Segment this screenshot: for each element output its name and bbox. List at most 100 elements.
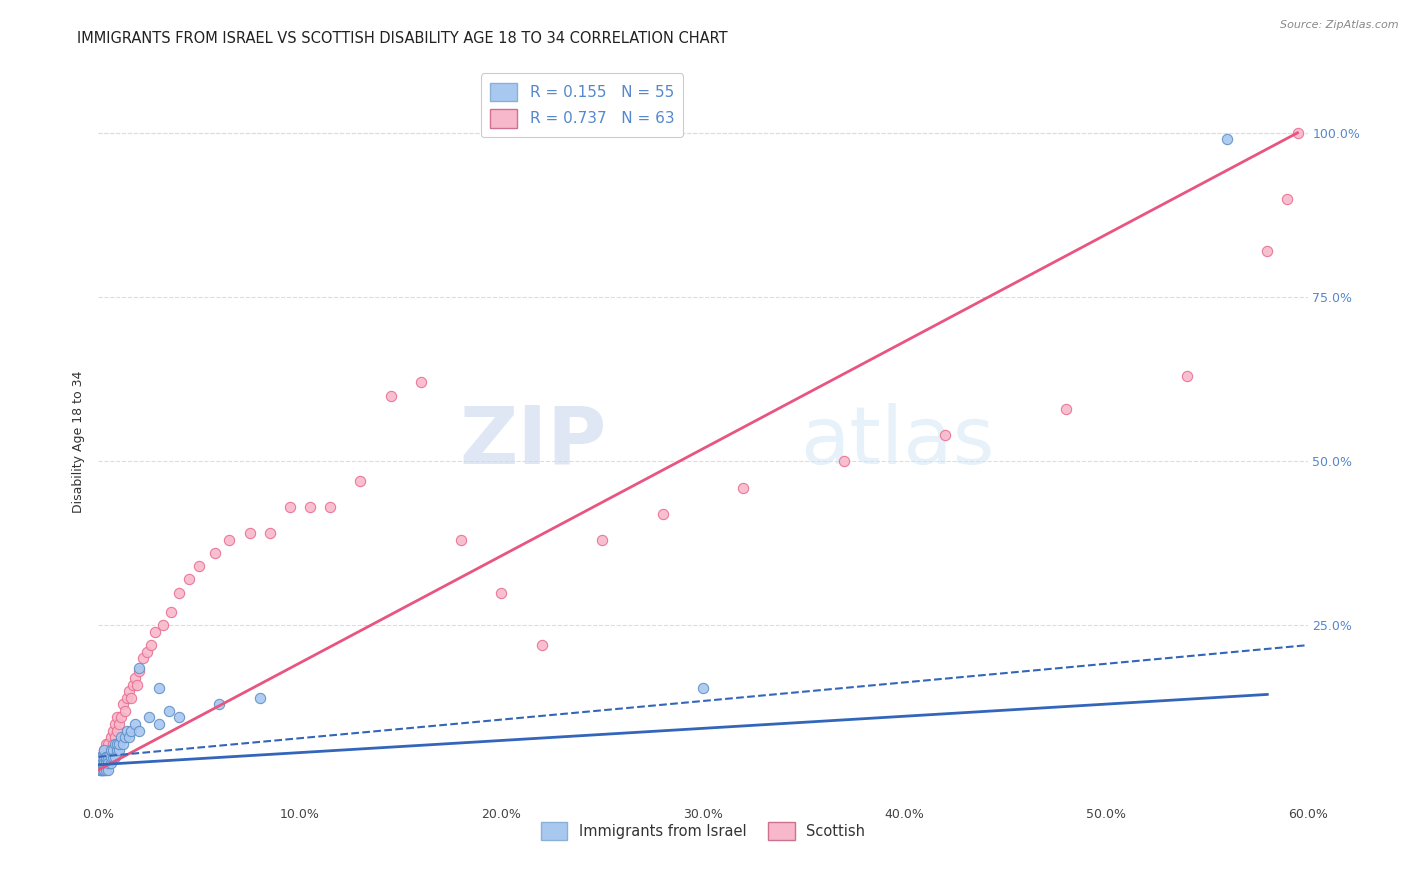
Point xyxy=(97,749,120,764)
Point xyxy=(380,388,402,402)
Point xyxy=(167,585,190,599)
Point xyxy=(101,749,124,764)
Point xyxy=(103,737,125,751)
Point xyxy=(179,573,201,587)
Point xyxy=(409,376,432,390)
Point xyxy=(114,730,136,744)
Point xyxy=(105,723,128,738)
Text: IMMIGRANTS FROM ISRAEL VS SCOTTISH DISABILITY AGE 18 TO 34 CORRELATION CHART: IMMIGRANTS FROM ISRAEL VS SCOTTISH DISAB… xyxy=(77,31,728,46)
Point xyxy=(105,743,128,757)
Point xyxy=(97,743,120,757)
Point xyxy=(1216,132,1239,146)
Point xyxy=(97,756,120,771)
Point xyxy=(89,756,111,771)
Point xyxy=(934,428,956,442)
Point xyxy=(132,651,155,665)
Point xyxy=(118,684,141,698)
Point xyxy=(128,665,150,679)
Point xyxy=(93,756,115,771)
Point xyxy=(91,763,114,777)
Point xyxy=(143,625,166,640)
Point xyxy=(89,756,111,771)
Point xyxy=(91,749,114,764)
Point xyxy=(101,743,124,757)
Point xyxy=(93,743,115,757)
Point xyxy=(111,698,134,712)
Point xyxy=(96,756,118,771)
Point xyxy=(97,763,120,777)
Point xyxy=(115,690,138,705)
Point xyxy=(96,743,118,757)
Point xyxy=(93,756,115,771)
Point xyxy=(101,737,124,751)
Point xyxy=(128,723,150,738)
Point xyxy=(138,710,160,724)
Point xyxy=(93,743,115,757)
Point xyxy=(96,749,118,764)
Point xyxy=(120,690,142,705)
Point xyxy=(103,749,125,764)
Point xyxy=(100,756,122,771)
Point xyxy=(125,677,148,691)
Point xyxy=(135,645,157,659)
Point xyxy=(93,749,115,764)
Point xyxy=(167,710,190,724)
Point xyxy=(100,730,122,744)
Point xyxy=(1277,192,1299,206)
Point xyxy=(107,737,129,751)
Point xyxy=(450,533,472,547)
Point xyxy=(91,763,114,777)
Point xyxy=(204,546,226,560)
Legend: Immigrants from Israel, Scottish: Immigrants from Israel, Scottish xyxy=(536,817,870,847)
Point xyxy=(96,749,118,764)
Point xyxy=(124,717,146,731)
Point xyxy=(160,605,183,619)
Point xyxy=(299,500,322,515)
Point xyxy=(148,681,170,695)
Point xyxy=(89,756,111,771)
Point xyxy=(91,756,114,771)
Point xyxy=(107,717,129,731)
Point xyxy=(97,749,120,764)
Point xyxy=(91,749,114,764)
Point xyxy=(93,756,115,771)
Point xyxy=(152,618,174,632)
Point xyxy=(733,481,755,495)
Point xyxy=(111,737,134,751)
Y-axis label: Disability Age 18 to 34: Disability Age 18 to 34 xyxy=(72,370,84,513)
Point xyxy=(103,730,125,744)
Point xyxy=(1175,368,1198,383)
Point xyxy=(100,743,122,757)
Point xyxy=(110,730,132,744)
Point xyxy=(148,717,170,731)
Text: atlas: atlas xyxy=(800,402,994,481)
Point xyxy=(100,743,122,757)
Point xyxy=(103,717,125,731)
Point xyxy=(110,710,132,724)
Point xyxy=(259,526,281,541)
Point xyxy=(208,698,231,712)
Point xyxy=(278,500,301,515)
Point xyxy=(107,743,129,757)
Point xyxy=(96,737,118,751)
Point xyxy=(591,533,613,547)
Point xyxy=(89,749,111,764)
Point xyxy=(93,749,115,764)
Point xyxy=(120,723,142,738)
Point xyxy=(239,526,262,541)
Point xyxy=(249,690,271,705)
Point xyxy=(93,763,115,777)
Point xyxy=(89,763,111,777)
Point xyxy=(91,763,114,777)
Point xyxy=(96,756,118,771)
Point xyxy=(121,677,143,691)
Point xyxy=(832,454,855,468)
Point xyxy=(349,474,371,488)
Point xyxy=(124,671,146,685)
Point xyxy=(101,723,124,738)
Point xyxy=(97,737,120,751)
Point xyxy=(100,749,122,764)
Point xyxy=(188,559,211,574)
Point xyxy=(96,763,118,777)
Text: ZIP: ZIP xyxy=(458,402,606,481)
